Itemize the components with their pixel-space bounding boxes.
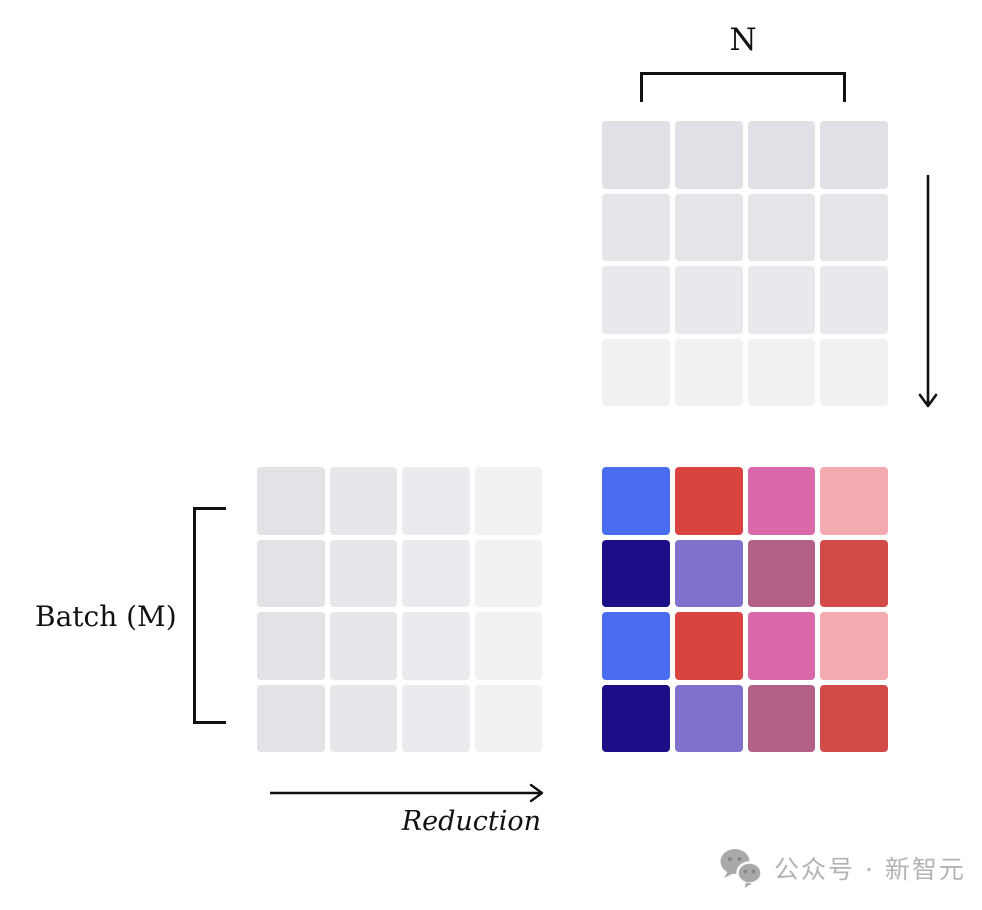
- grid-cell: [747, 467, 816, 535]
- grid-cell: [402, 684, 470, 752]
- grid-cell: [257, 467, 325, 535]
- grid-cell: [257, 539, 325, 607]
- matrix-top-grid: [602, 121, 888, 406]
- grid-cell: [747, 121, 816, 189]
- grid-cell: [402, 612, 470, 680]
- grid-cell: [474, 467, 542, 535]
- watermark: 公众号 · 新智元: [718, 847, 966, 889]
- grid-cell: [329, 684, 397, 752]
- reduction-dimension-label: Reduction: [401, 806, 541, 837]
- watermark-text: 公众号 · 新智元: [774, 855, 966, 884]
- grid-cell: [329, 539, 397, 607]
- grid-cell: [602, 193, 670, 261]
- down-arrow-icon: [918, 175, 938, 408]
- grid-cell: [602, 539, 670, 607]
- n-dimension-label: N: [729, 22, 757, 58]
- n-bracket: [640, 72, 846, 102]
- matrix-left-grid: [257, 467, 542, 752]
- grid-cell: [674, 467, 743, 535]
- grid-cell: [257, 612, 325, 680]
- grid-cell: [329, 467, 397, 535]
- grid-cell: [674, 539, 743, 607]
- grid-cell: [820, 266, 888, 334]
- reduction-arrow-icon: [270, 783, 544, 803]
- grid-cell: [602, 684, 670, 752]
- grid-cell: [674, 121, 743, 189]
- grid-cell: [747, 684, 816, 752]
- grid-cell: [402, 467, 470, 535]
- grid-cell: [820, 539, 888, 607]
- grid-cell: [257, 684, 325, 752]
- matrix-result-grid: [602, 467, 888, 752]
- grid-cell: [402, 539, 470, 607]
- grid-cell: [820, 193, 888, 261]
- grid-cell: [747, 612, 816, 680]
- grid-cell: [674, 612, 743, 680]
- grid-cell: [820, 467, 888, 535]
- batch-dimension-label: Batch (M): [35, 600, 177, 633]
- grid-cell: [674, 266, 743, 334]
- grid-cell: [474, 539, 542, 607]
- grid-cell: [747, 539, 816, 607]
- grid-cell: [747, 266, 816, 334]
- grid-cell: [820, 684, 888, 752]
- grid-cell: [474, 612, 542, 680]
- grid-cell: [747, 338, 816, 406]
- batch-bracket: [193, 507, 226, 724]
- grid-cell: [674, 684, 743, 752]
- grid-cell: [602, 338, 670, 406]
- grid-cell: [820, 612, 888, 680]
- grid-cell: [820, 121, 888, 189]
- grid-cell: [747, 193, 816, 261]
- grid-cell: [602, 121, 670, 189]
- wechat-icon: [720, 849, 763, 888]
- grid-cell: [329, 612, 397, 680]
- grid-cell: [602, 467, 670, 535]
- grid-cell: [674, 193, 743, 261]
- grid-cell: [602, 612, 670, 680]
- grid-cell: [820, 338, 888, 406]
- grid-cell: [674, 338, 743, 406]
- grid-cell: [602, 266, 670, 334]
- grid-cell: [474, 684, 542, 752]
